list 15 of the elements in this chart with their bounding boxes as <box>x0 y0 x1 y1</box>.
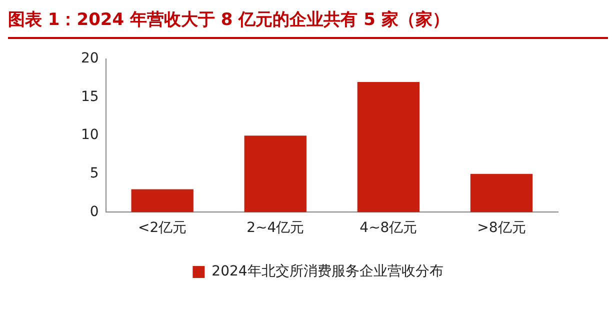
legend-label: 2024年北交所消费服务企业营收分布 <box>212 264 444 280</box>
y-tick-label: 5 <box>90 166 99 182</box>
x-tick-label: 2~4亿元 <box>246 220 304 236</box>
y-tick-label: 20 <box>80 50 99 67</box>
y-tick-label: 10 <box>80 127 99 144</box>
bar <box>244 136 306 212</box>
bar <box>131 189 194 212</box>
bar <box>357 82 420 212</box>
bar <box>470 174 533 212</box>
x-tick-label: >8亿元 <box>477 220 526 236</box>
y-tick-label: 15 <box>80 88 99 105</box>
chart-title: 图表 1：2024 年营收大于 8 亿元的企业共有 5 家（家） <box>8 8 608 39</box>
y-tick-label: 0 <box>90 204 99 220</box>
x-tick-label: 4~8亿元 <box>360 220 418 236</box>
x-tick-label: <2亿元 <box>138 220 187 236</box>
